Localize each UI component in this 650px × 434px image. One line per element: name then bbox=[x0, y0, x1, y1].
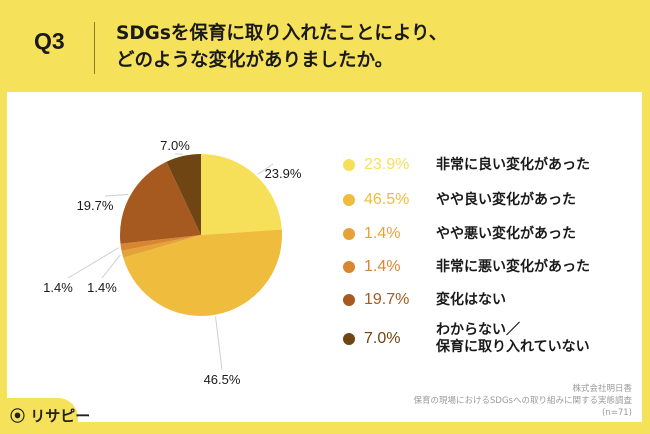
legend-dot bbox=[343, 228, 355, 240]
title-line-1: SDGsを保育に取り入れたことにより、 bbox=[116, 23, 448, 44]
pie-slice bbox=[120, 161, 201, 244]
leader-line bbox=[67, 247, 120, 279]
legend-item: 46.5% やや良い変化があった bbox=[343, 185, 643, 215]
leader-line bbox=[215, 316, 223, 371]
legend-percent: 46.5% bbox=[364, 191, 410, 208]
data-label: 23.9% bbox=[265, 166, 302, 181]
legend-label: やや良い変化があった bbox=[436, 191, 576, 208]
title-line-2: どのような変化がありましたか。 bbox=[116, 50, 394, 71]
data-label: 19.7% bbox=[77, 198, 114, 213]
data-label: 1.4% bbox=[43, 280, 73, 295]
legend-label: 非常に悪い変化があった bbox=[436, 258, 590, 275]
leader-line bbox=[104, 193, 129, 197]
question-number: Q3 bbox=[34, 28, 65, 54]
legend-percent: 23.9% bbox=[364, 156, 410, 173]
pie-slice bbox=[120, 235, 201, 251]
data-label: 1.4% bbox=[87, 280, 117, 295]
pie-slice bbox=[123, 229, 282, 317]
legend-percent: 19.7% bbox=[364, 291, 410, 308]
legend-label: わからない／ 保育に取り入れていない bbox=[436, 322, 590, 356]
legend-label: 変化はない bbox=[436, 291, 506, 308]
legend-item: 1.4% 非常に悪い変化があった bbox=[343, 252, 643, 282]
legend-item: 7.0% わからない／ 保育に取り入れていない bbox=[343, 320, 643, 358]
logo-tab bbox=[0, 398, 78, 434]
legend-item: 19.7% 変化はない bbox=[343, 285, 643, 315]
legend-dot bbox=[343, 333, 355, 345]
pin-icon: ⦿ bbox=[10, 407, 26, 425]
legend-dot bbox=[343, 194, 355, 206]
source-survey: 保育の現場におけるSDGsへの取り組みに関する実態調査 bbox=[413, 396, 632, 406]
logo: ⦿ リサピー bbox=[10, 405, 90, 426]
legend-label: やや悪い変化があった bbox=[436, 225, 576, 242]
legend-percent: 7.0% bbox=[364, 330, 401, 347]
header-divider bbox=[94, 22, 95, 74]
pie-slice bbox=[121, 235, 201, 258]
legend-label-line-2: 保育に取り入れていない bbox=[436, 339, 590, 355]
legend-label-line-1: わからない／ bbox=[436, 322, 520, 338]
question-title: SDGsを保育に取り入れたことにより、 どのような変化がありましたか。 bbox=[116, 20, 447, 74]
source-company: 株式会社明日香 bbox=[572, 384, 632, 394]
pie-slice bbox=[201, 154, 282, 235]
leader-line bbox=[257, 163, 274, 175]
source-sample-size: (n=71) bbox=[602, 408, 632, 418]
data-label: 7.0% bbox=[160, 138, 190, 153]
legend-percent: 1.4% bbox=[364, 225, 401, 242]
data-label: 46.5% bbox=[204, 372, 241, 387]
pie-slice bbox=[166, 154, 201, 235]
legend-label: 非常に良い変化があった bbox=[436, 156, 590, 173]
legend-item: 23.9% 非常に良い変化があった bbox=[343, 150, 643, 180]
legend-dot bbox=[343, 159, 355, 171]
leader-line bbox=[101, 254, 121, 279]
legend-dot bbox=[343, 261, 355, 273]
logo-text: リサピー bbox=[30, 407, 91, 425]
chart-panel bbox=[7, 92, 642, 422]
pie-chart: 23.9% 46.5% 1.4% 1.4% 19.7% 7.0% bbox=[43, 138, 302, 387]
legend-percent: 1.4% bbox=[364, 258, 401, 275]
legend-dot bbox=[343, 294, 355, 306]
legend-item: 1.4% やや悪い変化があった bbox=[343, 219, 643, 249]
source-note: 株式会社明日香 保育の現場におけるSDGsへの取り組みに関する実態調査 (n=7… bbox=[414, 383, 632, 419]
